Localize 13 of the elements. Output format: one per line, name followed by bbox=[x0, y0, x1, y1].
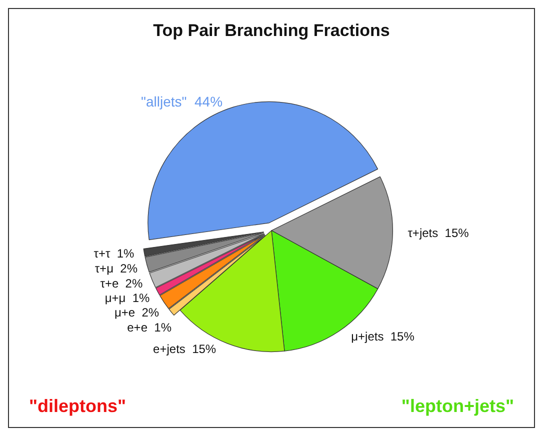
slice-label: τ+τ 1% bbox=[94, 246, 135, 261]
slice-label: μ+jets 15% bbox=[351, 329, 415, 344]
slice-label: μ+e 2% bbox=[114, 306, 160, 320]
slice-label: τ+e 2% bbox=[100, 276, 143, 290]
slice-label: μ+μ 1% bbox=[104, 291, 150, 306]
slice-label: e+e 1% bbox=[127, 320, 172, 334]
slice-label: τ+μ 2% bbox=[94, 261, 138, 276]
text: "lepton+jets" bbox=[401, 396, 514, 416]
text: "dileptons" bbox=[29, 396, 126, 416]
slice-label: τ+jets 15% bbox=[408, 226, 470, 240]
slice-label: "alljets" 44% bbox=[141, 93, 223, 110]
chart-title: Top Pair Branching Fractions bbox=[153, 21, 390, 40]
slice-label: e+jets 15% bbox=[153, 342, 216, 356]
